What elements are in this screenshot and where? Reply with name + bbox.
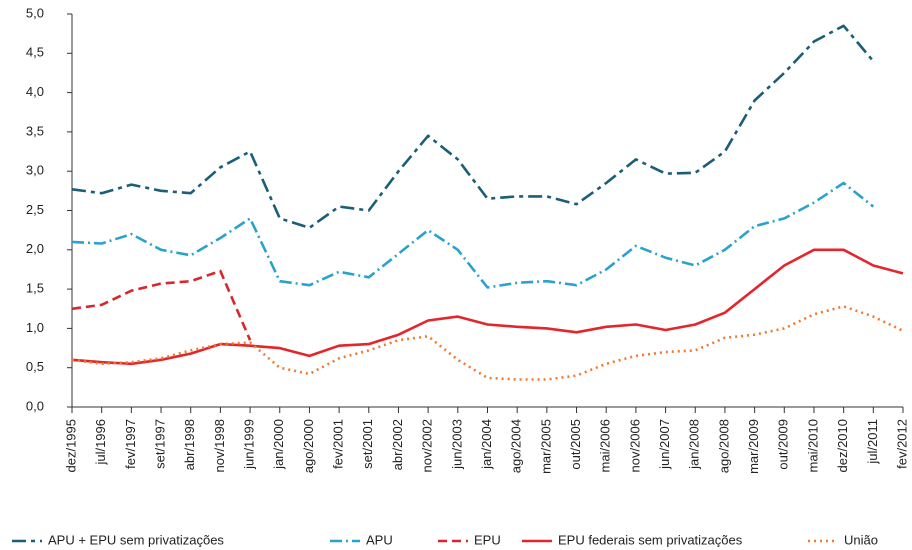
x-tick-label: ago/2008	[716, 419, 731, 473]
x-tick-label: abr/1998	[182, 419, 197, 470]
x-tick-label: jan/2004	[479, 419, 494, 470]
x-tick-label: out/2005	[568, 419, 583, 470]
x-tick-label: fev/2001	[331, 419, 346, 469]
y-tick-label: 0,0	[26, 398, 44, 413]
y-tick-label: 4,0	[26, 84, 44, 99]
x-tick-label: set/1997	[152, 419, 167, 469]
legend-label: EPU	[474, 532, 501, 547]
y-tick-label: 2,5	[26, 202, 44, 217]
y-tick-label: 1,0	[26, 320, 44, 335]
y-tick-label: 2,0	[26, 241, 44, 256]
series-line	[71, 269, 252, 341]
series-line	[71, 305, 904, 381]
x-tick-label: dez/1995	[63, 419, 78, 473]
legend-label: APU + EPU sem privatizações	[48, 532, 224, 547]
x-tick-label: nov/1998	[212, 419, 227, 473]
x-tick-label: jan/2008	[687, 419, 702, 470]
y-tick-label: 3,5	[26, 123, 44, 138]
y-tick-label: 3,0	[26, 163, 44, 178]
x-tick-label: nov/2006	[627, 419, 642, 473]
x-tick-label: jul/2011	[865, 419, 880, 465]
series-line	[71, 181, 875, 289]
x-tick-label: set/2001	[360, 419, 375, 469]
x-tick-label: fev/2012	[894, 419, 909, 469]
x-tick-label: fev/1997	[123, 419, 138, 469]
series-line	[71, 24, 875, 230]
x-tick-label: out/2009	[776, 419, 791, 470]
series-line	[71, 248, 904, 366]
x-tick-label: mai/2010	[805, 419, 820, 472]
x-tick-label: mar/2005	[538, 419, 553, 474]
legend-label: União	[844, 532, 878, 547]
x-tick-label: jul/1996	[93, 419, 108, 466]
x-tick-label: ago/2004	[509, 419, 524, 473]
x-tick-label: jun/2007	[657, 419, 672, 470]
x-tick-label: mar/2009	[746, 419, 761, 474]
x-tick-label: ago/2000	[301, 419, 316, 473]
legend-label: APU	[366, 532, 393, 547]
y-tick-label: 1,5	[26, 281, 44, 296]
x-tick-label: abr/2002	[390, 419, 405, 470]
x-tick-label: nov/2002	[420, 419, 435, 473]
legend-label: EPU federais sem privatizações	[558, 532, 743, 547]
y-tick-label: 0,5	[26, 359, 44, 374]
x-tick-label: jun/2003	[449, 419, 464, 470]
y-tick-label: 4,5	[26, 45, 44, 60]
y-tick-label: 5,0	[26, 5, 44, 20]
x-tick-label: jan/2000	[271, 419, 286, 470]
x-tick-label: mai/2006	[598, 419, 613, 472]
x-tick-label: dez/2010	[835, 419, 850, 473]
x-tick-label: jun/1999	[242, 419, 257, 470]
